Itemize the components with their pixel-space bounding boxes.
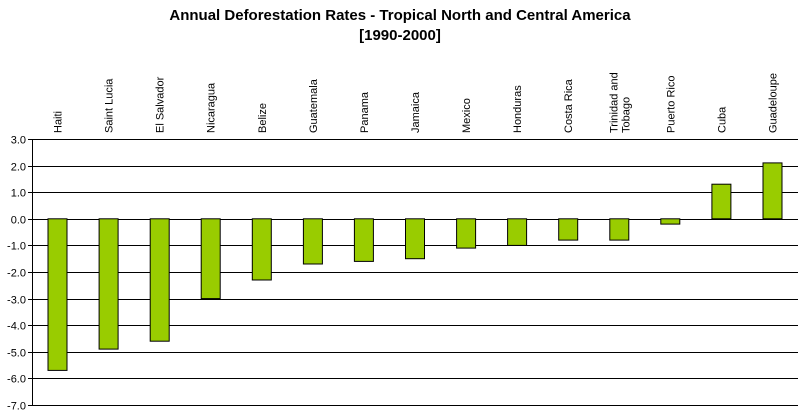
bar-guadeloupe [762, 162, 783, 220]
y-tick-labels: 3.0 2.0 1.0 0.0 -1.0 -2.0 -3.0 -4.0 -5.0 -6.0 -7.0 [7, 135, 26, 411]
y-tick-label: 2.0 [11, 162, 26, 174]
category-label: Belize [257, 103, 269, 133]
y-tick-label: 1.0 [11, 188, 26, 200]
bar-panama [353, 218, 374, 262]
bar-el-salvador [149, 218, 170, 342]
bar-honduras [507, 218, 528, 246]
bar-jamaica [405, 218, 425, 260]
category-label: Cuba [716, 106, 728, 133]
gridlines [32, 139, 798, 406]
bar-saint-lucia [98, 218, 119, 350]
bar-cuba [711, 183, 732, 220]
y-tick-label: 3.0 [11, 135, 26, 147]
category-label: Guadeloupe [768, 73, 780, 133]
chart-title: Annual Deforestation Rates - Tropical No… [0, 6, 800, 46]
y-tick-label: -6.0 [7, 374, 26, 386]
category-label: Nicaragua [206, 82, 218, 133]
category-label: Guatemala [308, 78, 320, 133]
category-labels: Haiti Saint Lucia El Salvador Nicaragua Beli… [53, 72, 780, 133]
bar-costa-rica [558, 218, 579, 241]
category-label: Costa Rica [563, 78, 575, 133]
chart-title-line-1: Annual Deforestation Rates - Tropical No… [169, 7, 631, 24]
category-label: Haiti [53, 111, 65, 133]
bar-mexico [456, 218, 477, 249]
bar-belize [251, 218, 272, 281]
y-tick-label: 0.0 [11, 215, 26, 227]
y-tick-label: -5.0 [7, 348, 26, 360]
bars [47, 162, 783, 371]
category-label: Trinidad andTobago [608, 72, 632, 133]
y-tick-label: -2.0 [7, 268, 26, 280]
y-tick-label: -1.0 [7, 241, 26, 253]
chart-title-line-2: [1990-2000] [359, 27, 441, 44]
bar-puerto-rico [660, 218, 681, 225]
bar-trinidad-and-tobago [609, 218, 630, 241]
category-label: Honduras [512, 85, 524, 133]
category-label: Mexico [461, 98, 473, 133]
y-tick-label: -3.0 [7, 295, 26, 307]
y-tick-label: -4.0 [7, 321, 26, 333]
bar-nicaragua [200, 218, 221, 300]
bar-haiti [47, 218, 68, 371]
category-label: Saint Lucia [104, 78, 116, 133]
bar-guatemala [302, 218, 323, 265]
axes [28, 139, 33, 406]
y-tick-label: -7.0 [7, 401, 26, 411]
category-label: El Salvador [155, 76, 167, 133]
category-label: Panama [359, 91, 371, 133]
category-label: Jamaica [410, 91, 422, 133]
category-label: Puerto Rico [665, 76, 677, 133]
